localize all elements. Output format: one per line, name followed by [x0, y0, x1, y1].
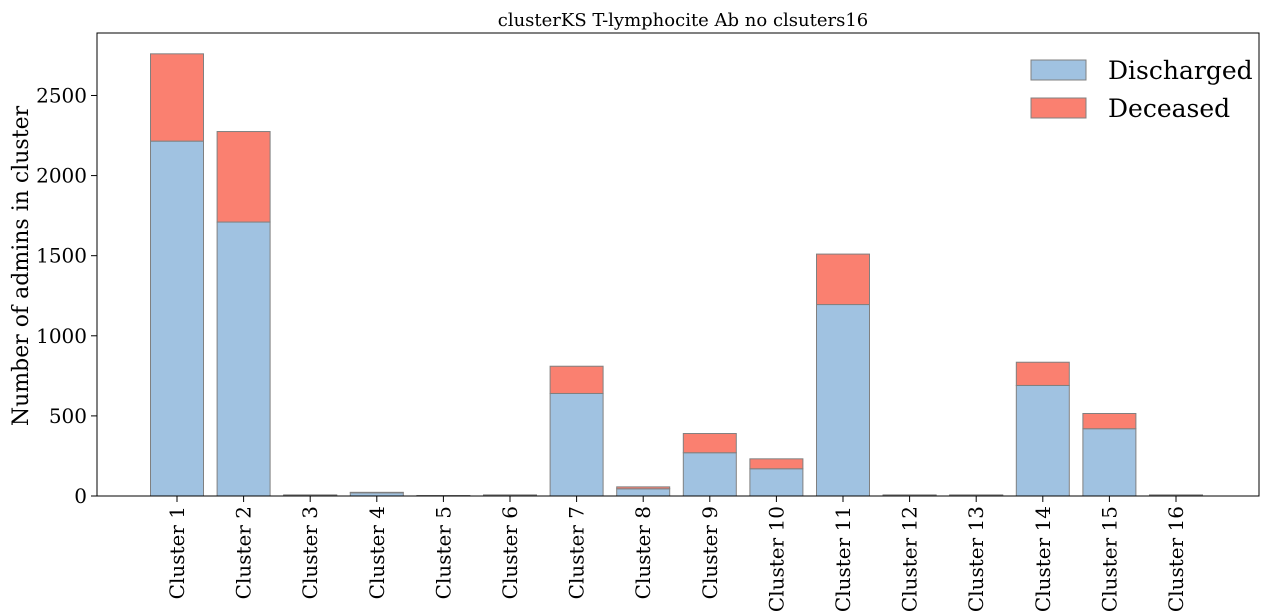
bar-deceased [549, 365, 604, 394]
bar-discharged [616, 488, 671, 497]
y-axis-label: Number of admins in cluster [9, 105, 34, 426]
y-tick-label: 2000 [36, 164, 87, 188]
x-tick-label: Cluster 3 [298, 506, 322, 599]
bar-deceased [882, 494, 937, 496]
legend: Discharged Deceased [1030, 56, 1253, 123]
x-tick-label: Cluster 14 [1031, 506, 1055, 612]
x-tick-label: Cluster 5 [431, 506, 455, 599]
x-tick-label: Cluster 2 [232, 506, 256, 599]
bar-deceased [749, 458, 804, 470]
bar-discharged [150, 140, 204, 497]
bar-discharged [216, 221, 271, 497]
legend-label: Discharged [1108, 56, 1253, 85]
bar-deceased [949, 494, 1004, 496]
x-tick-label: Cluster 11 [831, 506, 855, 612]
bar-deceased [216, 131, 271, 223]
x-tick-label: Cluster 1 [165, 506, 189, 599]
bar-discharged [749, 468, 804, 497]
x-tick-label: Cluster 7 [565, 506, 589, 599]
y-tick-label: 0 [74, 484, 87, 508]
x-tick-label: Cluster 6 [498, 506, 522, 599]
bar-discharged [682, 452, 737, 497]
legend-swatch [1030, 97, 1087, 119]
x-tick-label: Cluster 16 [1164, 506, 1188, 612]
y-tick-label: 500 [49, 404, 87, 428]
plot-frame [96, 32, 1260, 497]
x-tick-label: Cluster 9 [698, 506, 722, 599]
y-tick-label: 2500 [36, 83, 87, 107]
bar-discharged [1015, 384, 1070, 497]
bar-deceased [483, 494, 537, 496]
x-tick-label: Cluster 13 [964, 506, 988, 612]
bar-deceased [283, 494, 338, 496]
bar-deceased [616, 486, 671, 490]
x-tick-label: Cluster 10 [764, 506, 788, 612]
x-tick-label: Cluster 12 [898, 506, 922, 612]
bar-deceased [150, 53, 204, 142]
y-tick-label: 1500 [36, 244, 87, 268]
x-tick-label: Cluster 4 [365, 506, 389, 599]
legend-swatch [1030, 59, 1087, 81]
y-tick-label: 1000 [36, 324, 87, 348]
bar-deceased [816, 253, 870, 306]
bar-discharged [549, 392, 604, 497]
plot-area: 0 500 1000 1500 2000 2500 Cluster 1 Cluster 2 Cl… [36, 53, 1203, 612]
bar-deceased [1149, 494, 1203, 496]
bar-deceased [1082, 412, 1137, 430]
bar-deceased [1015, 361, 1070, 386]
bar-deceased [349, 491, 404, 494]
bar-deceased [682, 433, 737, 454]
x-tick-label: Cluster 8 [631, 506, 655, 599]
bar-discharged [1082, 428, 1137, 497]
chart-title: clusterKS T-lymphocite Ab no clsuters16 [498, 10, 869, 31]
x-tick-label: Cluster 15 [1097, 506, 1121, 612]
bar-discharged [816, 304, 870, 497]
legend-label: Deceased [1108, 94, 1230, 123]
